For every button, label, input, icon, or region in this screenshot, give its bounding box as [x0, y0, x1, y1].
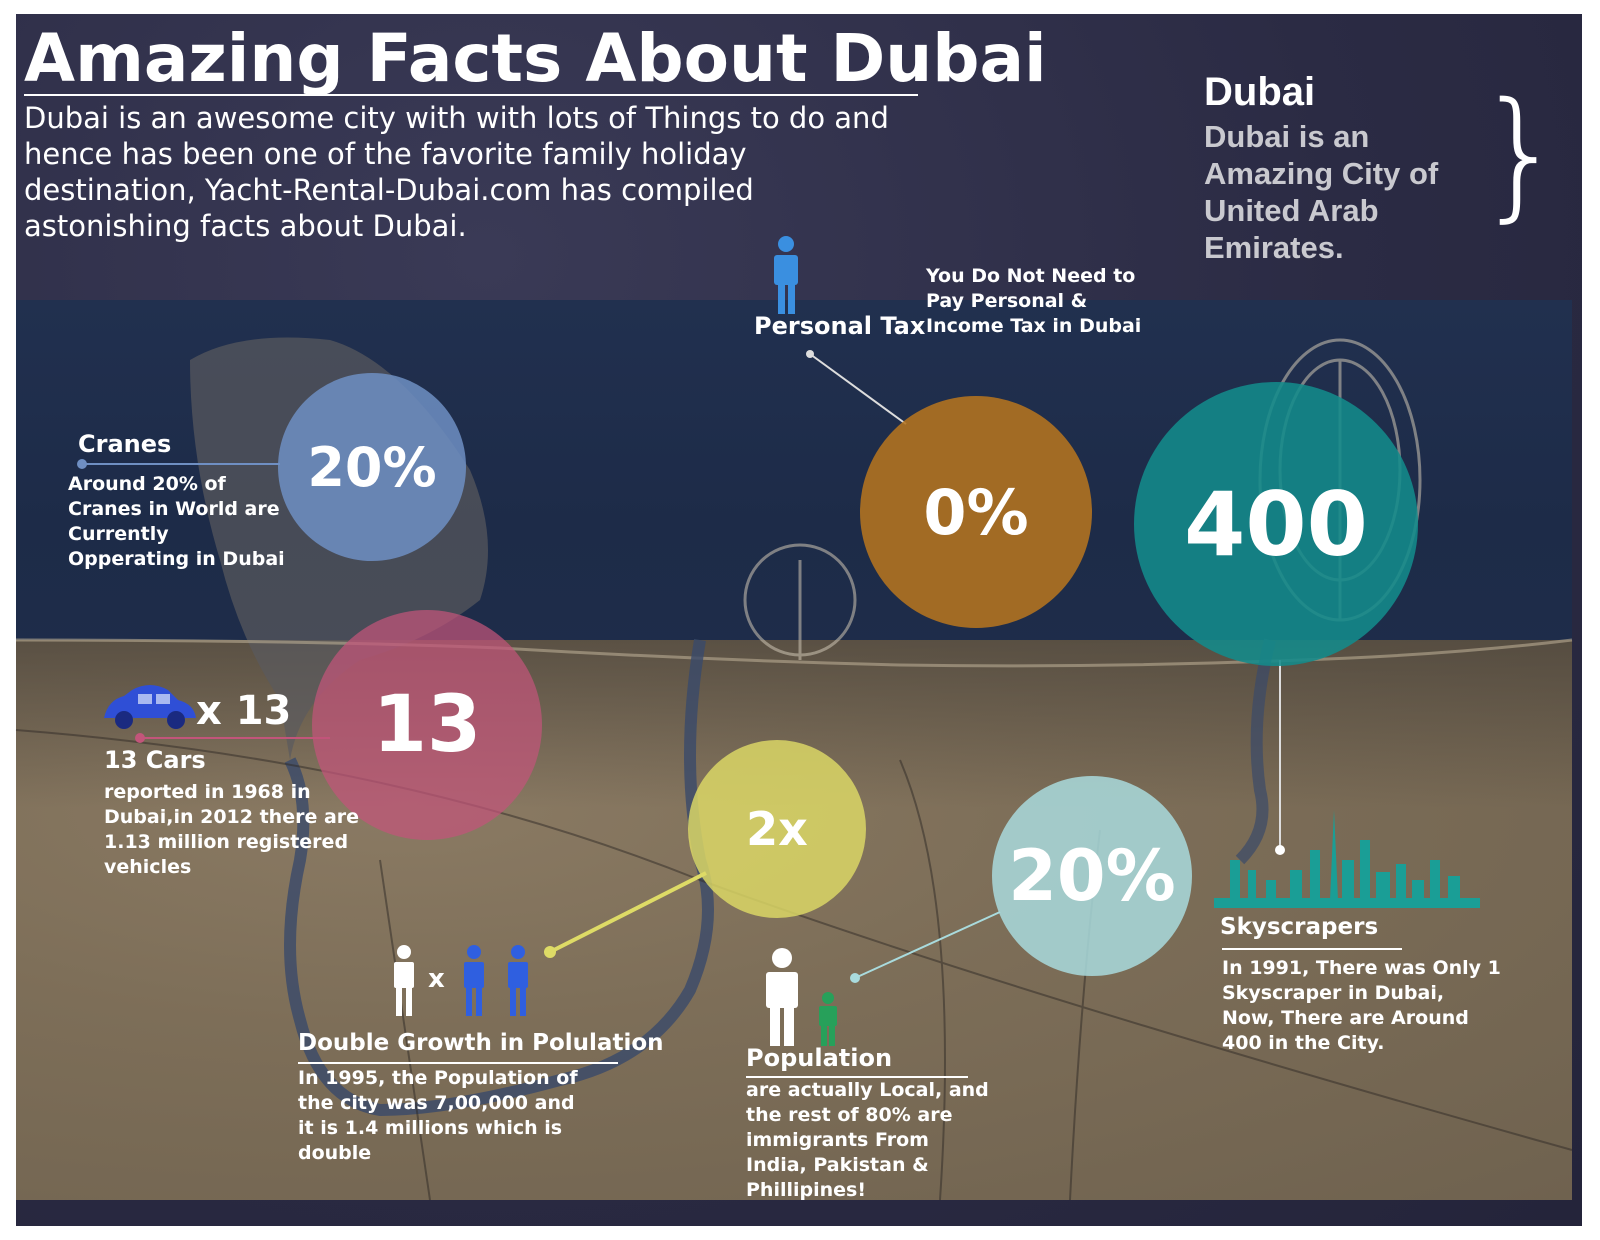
- skyscrapers-circle: 400: [1134, 382, 1418, 666]
- cars-multiplier: x 13: [196, 688, 292, 734]
- page-title: Amazing Facts About Dubai: [24, 20, 1047, 97]
- tax-label: Personal Tax: [754, 312, 926, 340]
- cars-desc: reported in 1968 in Dubai,in 2012 there …: [104, 781, 360, 878]
- side-note-text: Dubai is an Amazing City of United Arab …: [1204, 119, 1439, 265]
- cranes-value: 20%: [307, 435, 437, 499]
- population-growth-desc: In 1995, the Population of the city was …: [298, 1067, 578, 1164]
- tax-desc: You Do Not Need to Pay Personal & Income…: [926, 265, 1142, 337]
- side-note-title: Dubai: [1204, 70, 1316, 114]
- tax-circle: 0%: [860, 396, 1092, 628]
- population-local-desc: are actually Local, and the rest of 80% …: [746, 1079, 989, 1201]
- population-local-circle: 20%: [992, 776, 1192, 976]
- population-growth-multiplier: x: [428, 964, 445, 994]
- cars-value: 13: [372, 680, 482, 770]
- skyscrapers-label: Skyscrapers: [1220, 914, 1379, 940]
- cars-label: 13 Cars: [104, 746, 206, 774]
- population-local-label: Population: [746, 1044, 893, 1072]
- cranes-label: Cranes: [78, 430, 172, 458]
- cars-circle: 13: [312, 610, 542, 840]
- population-growth-underline: [298, 1062, 618, 1064]
- intro-text: Dubai is an awesome city with with lots …: [24, 101, 889, 243]
- tax-value: 0%: [923, 475, 1029, 549]
- cranes-circle: 20%: [278, 373, 466, 561]
- population-local-underline: [746, 1076, 968, 1078]
- title-underline: [24, 94, 918, 96]
- population-local-value: 20%: [1008, 835, 1176, 917]
- brace-icon: }: [1476, 73, 1566, 236]
- population-growth-circle: 2x: [688, 740, 866, 918]
- population-growth-label: Double Growth in Polulation: [298, 1030, 664, 1056]
- population-growth-value: 2x: [746, 802, 808, 856]
- skyscrapers-desc: In 1991, There was Only 1 Skyscraper in …: [1222, 957, 1501, 1054]
- skyscrapers-value: 400: [1184, 472, 1368, 576]
- map-land-shade: [16, 640, 1572, 1200]
- skyscrapers-underline: [1222, 948, 1402, 950]
- cranes-desc: Around 20% of Cranes in World are Curren…: [68, 473, 285, 570]
